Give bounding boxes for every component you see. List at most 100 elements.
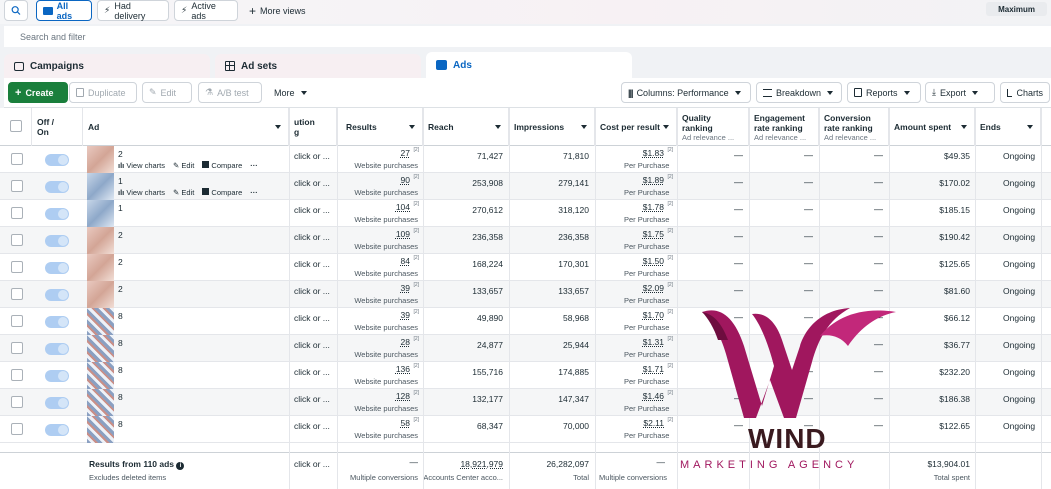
header-amount-spent[interactable]: Amount spent: [889, 108, 975, 146]
header-impressions[interactable]: Impressions: [509, 108, 595, 146]
row-checkbox[interactable]: [11, 288, 23, 300]
cost-per-result-value[interactable]: $1.46: [642, 391, 664, 401]
table-row[interactable]: 8 click or ... 128 [2] Website purchases 132,…: [0, 389, 1051, 416]
ad-name[interactable]: 8: [118, 419, 123, 429]
results-value[interactable]: 39: [400, 283, 410, 293]
header-attribution[interactable]: ution g: [289, 108, 337, 146]
results-value[interactable]: 109: [395, 229, 410, 239]
results-value[interactable]: 84: [400, 256, 410, 266]
row-checkbox[interactable]: [11, 234, 23, 246]
table-row[interactable]: 2 click or ... 39 [2] Website purchases 133,6…: [0, 281, 1051, 308]
header-select-all[interactable]: [0, 108, 32, 146]
tab-ad-sets[interactable]: Ad sets: [215, 54, 421, 78]
header-reach[interactable]: Reach: [423, 108, 509, 146]
row-checkbox[interactable]: [11, 423, 23, 435]
row-checkbox[interactable]: [11, 342, 23, 354]
row-checkbox[interactable]: [11, 396, 23, 408]
table-row[interactable]: 2 click or ... 84 [2] Website purchases 168,2…: [0, 254, 1051, 281]
duplicate-button[interactable]: Duplicate: [69, 82, 137, 103]
delivery-toggle[interactable]: [45, 235, 69, 247]
delivery-toggle[interactable]: [45, 262, 69, 274]
table-row[interactable]: 8 click or ... 58 [2] Website purchases 68,34…: [0, 416, 1051, 443]
cost-per-result-value[interactable]: $1.83: [642, 148, 664, 158]
search-filter-input[interactable]: Search and filter: [4, 26, 1051, 47]
row-checkbox[interactable]: [11, 261, 23, 273]
cost-per-result-value[interactable]: $1.89: [642, 175, 664, 185]
row-checkbox[interactable]: [11, 369, 23, 381]
ad-name[interactable]: 8: [118, 365, 123, 375]
delivery-toggle[interactable]: [45, 316, 69, 328]
edit-link[interactable]: ✎ Edit: [173, 188, 194, 197]
delivery-toggle[interactable]: [45, 154, 69, 166]
ad-name[interactable]: 2: [118, 149, 123, 159]
compare-link[interactable]: Compare: [202, 161, 242, 170]
results-value[interactable]: 27: [400, 148, 410, 158]
header-quality-ranking[interactable]: Quality ranking Ad relevance ...: [677, 108, 749, 146]
cost-per-result-value[interactable]: $1.71: [642, 364, 664, 374]
maximum-dropdown[interactable]: Maximum: [986, 2, 1047, 16]
table-row[interactable]: 8 click or ... 28 [2] Website purchases 24,87…: [0, 335, 1051, 362]
edit-button[interactable]: ✎ Edit: [142, 82, 192, 103]
export-dropdown[interactable]: ⤓ Export: [925, 82, 995, 103]
table-row[interactable]: 8 click or ... 136 [2] Website purchases 155,…: [0, 362, 1051, 389]
delivery-toggle[interactable]: [45, 397, 69, 409]
results-value[interactable]: 39: [400, 310, 410, 320]
cost-per-result-value[interactable]: $2.11: [643, 418, 664, 428]
more-actions-icon[interactable]: ···: [250, 188, 258, 197]
delivery-toggle[interactable]: [45, 370, 69, 382]
ad-name[interactable]: 1: [118, 203, 123, 213]
delivery-toggle[interactable]: [45, 424, 69, 436]
results-value[interactable]: 58: [400, 418, 410, 428]
cost-per-result-value[interactable]: $1.31: [642, 337, 664, 347]
charts-button[interactable]: Charts: [1000, 82, 1050, 103]
reports-dropdown[interactable]: Reports: [847, 82, 921, 103]
header-ends[interactable]: Ends: [975, 108, 1041, 146]
delivery-toggle[interactable]: [45, 343, 69, 355]
ad-name[interactable]: 2: [118, 230, 123, 240]
had-delivery-view[interactable]: ⚡ Had delivery: [97, 0, 169, 21]
header-results[interactable]: Results: [337, 108, 423, 146]
cost-per-result-value[interactable]: $2.09: [642, 283, 664, 293]
row-checkbox[interactable]: [11, 315, 23, 327]
more-actions-icon[interactable]: ···: [250, 161, 258, 170]
results-value[interactable]: 136: [395, 364, 410, 374]
edit-link[interactable]: ✎ Edit: [173, 161, 194, 170]
view-charts-link[interactable]: ılı View charts: [118, 188, 165, 197]
ad-name[interactable]: 1: [118, 176, 123, 186]
compare-link[interactable]: Compare: [202, 188, 242, 197]
cost-per-result-value[interactable]: $1.50: [642, 256, 664, 266]
tab-ads[interactable]: Ads: [426, 52, 632, 78]
view-charts-link[interactable]: ılı View charts: [118, 161, 165, 170]
delivery-toggle[interactable]: [45, 208, 69, 220]
ad-name[interactable]: 8: [118, 392, 123, 402]
table-row[interactable]: 2 ılı View charts ✎ Edit Compare ··· click o…: [0, 146, 1051, 173]
cost-per-result-value[interactable]: $1.78: [642, 202, 664, 212]
row-checkbox[interactable]: [11, 153, 23, 165]
row-checkbox[interactable]: [11, 207, 23, 219]
cost-per-result-value[interactable]: $1.70: [642, 310, 664, 320]
more-views-button[interactable]: + More views: [243, 0, 315, 21]
ad-name[interactable]: 8: [118, 338, 123, 348]
delivery-toggle[interactable]: [45, 289, 69, 301]
columns-dropdown[interactable]: ||| Columns: Performance: [621, 82, 751, 103]
header-cost-per-result[interactable]: Cost per result: [595, 108, 677, 146]
header-engagement-ranking[interactable]: Engagement rate ranking Ad relevance ...: [749, 108, 819, 146]
ad-name[interactable]: 2: [118, 284, 123, 294]
header-conversion-ranking[interactable]: Conversion rate ranking Ad relevance ...: [819, 108, 889, 146]
more-dropdown[interactable]: More: [268, 82, 320, 103]
search-icon-button[interactable]: [4, 0, 28, 21]
ad-name[interactable]: 2: [118, 257, 123, 267]
tab-campaigns[interactable]: Campaigns: [4, 54, 210, 78]
table-row[interactable]: 1 click or ... 104 [2] Website purchases 270,…: [0, 200, 1051, 227]
ab-test-button[interactable]: ⚗ A/B test: [198, 82, 262, 103]
ad-name[interactable]: 8: [118, 311, 123, 321]
table-row[interactable]: 2 click or ... 109 [2] Website purchases 236,…: [0, 227, 1051, 254]
results-value[interactable]: 104: [395, 202, 410, 212]
active-ads-view[interactable]: ⚡ Active ads: [174, 0, 238, 21]
table-row[interactable]: 1 ılı View charts ✎ Edit Compare ··· click o…: [0, 173, 1051, 200]
header-ad[interactable]: Ad: [83, 108, 289, 146]
cost-per-result-value[interactable]: $1.75: [642, 229, 664, 239]
row-checkbox[interactable]: [11, 180, 23, 192]
results-value[interactable]: 128: [395, 391, 410, 401]
info-icon[interactable]: i: [176, 462, 185, 470]
